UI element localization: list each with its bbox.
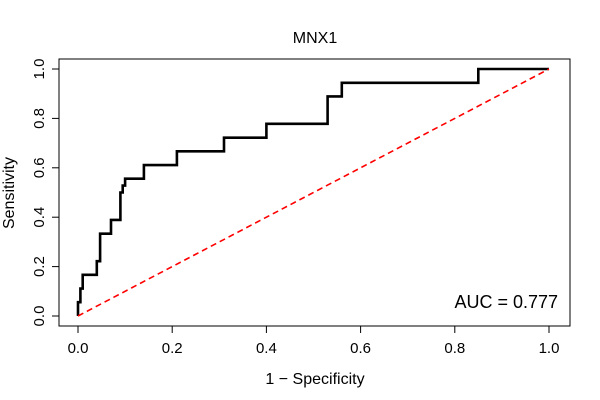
y-tick-label: 1.0 xyxy=(31,59,48,80)
x-tick-label: 0.2 xyxy=(162,340,183,357)
y-axis: 0.0 0.2 0.4 0.6 0.8 1.0 xyxy=(31,59,60,327)
chart-title: MNX1 xyxy=(293,30,338,47)
x-tick-label: 0.8 xyxy=(444,340,465,357)
y-tick-label: 0.8 xyxy=(31,108,48,129)
y-axis-title: Sensitivity xyxy=(1,157,18,229)
y-tick-label: 0.4 xyxy=(31,207,48,228)
x-axis-title: 1 − Specificity xyxy=(265,371,364,388)
y-tick-label: 0.6 xyxy=(31,157,48,178)
x-tick-label: 1.0 xyxy=(539,340,560,357)
x-tick-label: 0.4 xyxy=(256,340,277,357)
auc-annotation: AUC = 0.777 xyxy=(454,292,558,312)
y-tick-label: 0.2 xyxy=(31,256,48,277)
roc-curve-line xyxy=(76,67,549,316)
y-tick-label: 0.0 xyxy=(31,306,48,327)
series-layer xyxy=(76,67,550,317)
x-tick-label: 0.6 xyxy=(350,340,371,357)
x-axis: 0.0 0.2 0.4 0.6 0.8 1.0 xyxy=(68,325,560,357)
reference-diagonal-line xyxy=(77,68,550,317)
x-tick-label: 0.0 xyxy=(68,340,89,357)
